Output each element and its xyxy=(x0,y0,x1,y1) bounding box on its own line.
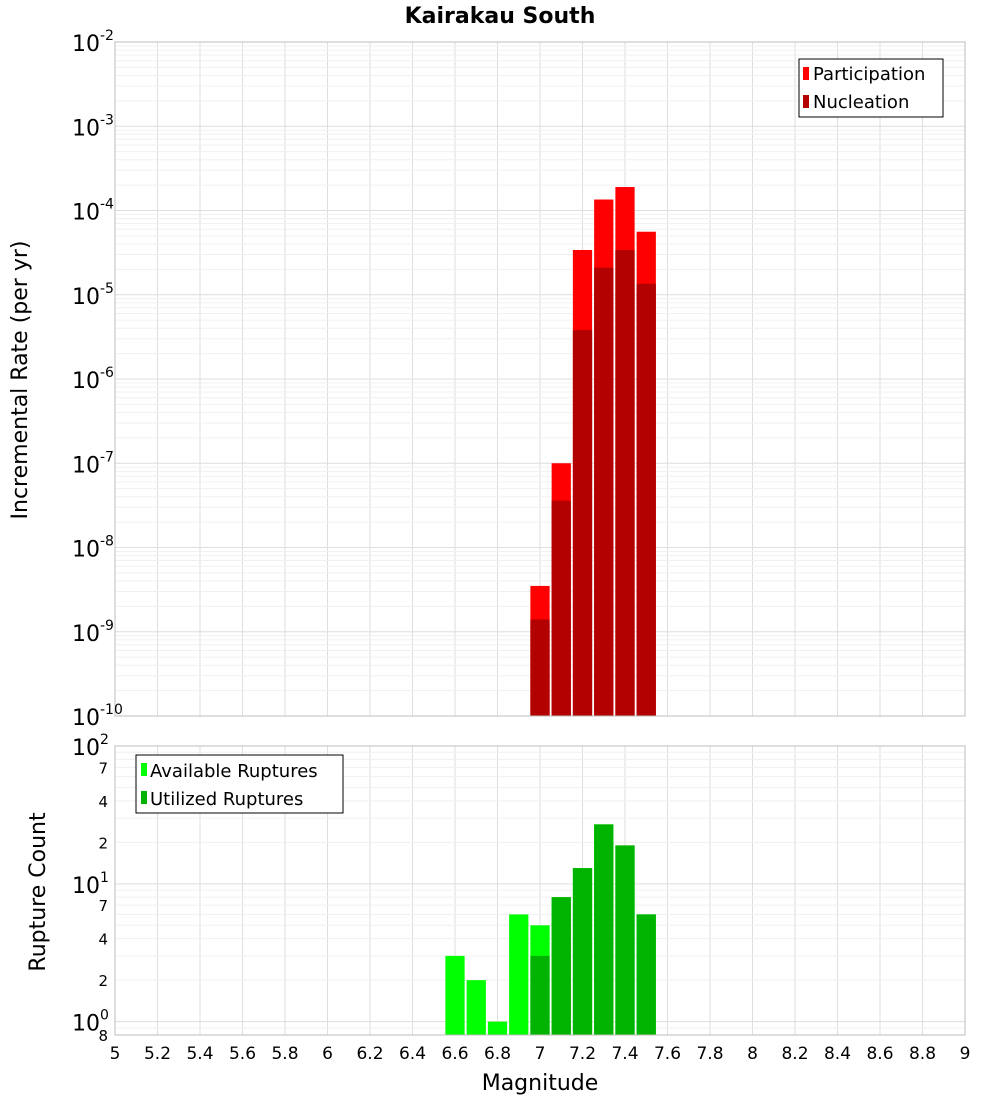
x-tick-label: 7.8 xyxy=(696,1044,723,1064)
rate-y-tick-label: 10-10 xyxy=(72,702,123,731)
chart-title: Kairakau South xyxy=(405,4,596,29)
x-tick-label: 6.6 xyxy=(441,1044,468,1064)
count-y-tick-label: 100 xyxy=(72,1008,109,1037)
available-ruptures-bar xyxy=(466,980,486,1035)
nucleation-legend-label: Nucleation xyxy=(813,92,909,113)
utilized-ruptures-bar xyxy=(594,824,614,1035)
count-y-minor-tick-label: 8 xyxy=(98,1027,108,1045)
rate-y-tick-label: 10-4 xyxy=(72,197,114,226)
x-tick-label: 6.8 xyxy=(484,1044,511,1064)
participation-legend-swatch xyxy=(803,67,809,80)
x-tick-label: 5 xyxy=(110,1044,121,1064)
nucleation-bar xyxy=(530,619,550,716)
count-y-minor-tick-label: 7 xyxy=(98,897,108,915)
available-ruptures-bar xyxy=(509,914,529,1035)
utilized-ruptures-bar xyxy=(551,897,571,1035)
x-tick-label: 7.6 xyxy=(654,1044,681,1064)
count-y-minor-tick-label: 4 xyxy=(98,793,108,811)
rate-legend-box xyxy=(798,58,944,118)
x-tick-label: 6.2 xyxy=(356,1044,383,1064)
x-tick-label: 5.4 xyxy=(186,1044,213,1064)
count-y-axis-label: Rupture Count xyxy=(26,812,51,972)
x-tick-label: 5.6 xyxy=(229,1044,256,1064)
x-tick-label: 6.4 xyxy=(399,1044,426,1064)
x-tick-labels: 5 5.2 5.4 5.6 5.8 6 6.2 6.4 6.6 6.8 7 7.2 7.4 7.6 7.8 8… xyxy=(110,1044,971,1064)
x-tick-label: 7.2 xyxy=(569,1044,596,1064)
nucleation-bar xyxy=(551,500,571,716)
available-legend-swatch xyxy=(141,763,147,776)
nucleation-legend-swatch xyxy=(803,95,809,108)
utilized-ruptures-bar xyxy=(615,845,635,1035)
participation-legend-label: Participation xyxy=(813,64,925,85)
rate-y-tick-label: 10-2 xyxy=(72,28,114,57)
available-legend-label: Available Ruptures xyxy=(150,761,318,782)
nucleation-bar xyxy=(572,330,593,716)
x-tick-label: 8 xyxy=(747,1044,758,1064)
x-tick-label: 5.2 xyxy=(144,1044,171,1064)
x-tick-label: 6 xyxy=(322,1044,333,1064)
count-y-ticks: 102 101 100 7 4 2 7 4 2 8 xyxy=(72,732,109,1045)
utilized-ruptures-bar xyxy=(636,914,656,1035)
rate-y-axis-label: Incremental Rate (per yr) xyxy=(8,241,33,520)
x-tick-label: 8.8 xyxy=(909,1044,936,1064)
count-plot-border xyxy=(114,745,966,1036)
x-axis-label: Magnitude xyxy=(482,1071,599,1096)
nucleation-bar xyxy=(594,267,614,716)
utilized-ruptures-bar xyxy=(572,868,593,1035)
rate-y-tick-label: 10-6 xyxy=(72,365,114,394)
x-tick-label: 9 xyxy=(960,1044,971,1064)
rate-plot-border xyxy=(114,41,966,717)
count-y-minor-tick-label: 7 xyxy=(98,759,108,777)
rate-y-tick-label: 10-8 xyxy=(72,534,114,563)
count-y-tick-label: 101 xyxy=(72,870,109,899)
nucleation-bar xyxy=(636,283,656,716)
rate-y-tick-label: 10-3 xyxy=(72,112,114,141)
rate-bars xyxy=(530,187,656,717)
rate-y-tick-label: 10-7 xyxy=(72,449,114,478)
utilized-legend-label: Utilized Ruptures xyxy=(150,789,303,810)
rate-y-ticks: 10-2 10-3 10-4 10-5 10-6 10-7 10-8 10-9 10-10 xyxy=(72,28,123,731)
count-y-minor-tick-label: 4 xyxy=(98,931,108,949)
count-legend: Available Ruptures Utilized Ruptures xyxy=(135,754,344,814)
count-legend-box xyxy=(135,754,344,814)
rate-gridlines xyxy=(114,41,966,717)
x-tick-label: 7.4 xyxy=(611,1044,638,1064)
x-tick-label: 8.2 xyxy=(781,1044,808,1064)
x-tick-label: 7 xyxy=(535,1044,546,1064)
x-tick-label: 8.6 xyxy=(866,1044,893,1064)
rate-y-tick-label: 10-5 xyxy=(72,281,114,310)
rate-legend: Participation Nucleation xyxy=(798,58,944,118)
utilized-ruptures-bar xyxy=(530,955,550,1035)
utilized-legend-swatch xyxy=(141,791,147,804)
available-ruptures-bar xyxy=(487,1021,508,1035)
count-y-tick-label: 102 xyxy=(72,732,109,761)
count-y-minor-tick-label: 2 xyxy=(98,834,108,852)
x-tick-label: 5.8 xyxy=(271,1044,298,1064)
count-bars xyxy=(445,824,656,1035)
count-y-minor-tick-label: 2 xyxy=(98,972,108,990)
rate-y-tick-label: 10-9 xyxy=(72,618,114,647)
rate-panel: 10-2 10-3 10-4 10-5 10-6 10-7 10-8 10-9 10-10 In… xyxy=(8,28,966,731)
x-tick-label: 8.4 xyxy=(824,1044,851,1064)
nucleation-bar xyxy=(615,249,635,716)
count-panel: 102 101 100 7 4 2 7 4 2 8 Rupture Count Available… xyxy=(26,732,970,1096)
available-ruptures-bar xyxy=(445,955,465,1035)
